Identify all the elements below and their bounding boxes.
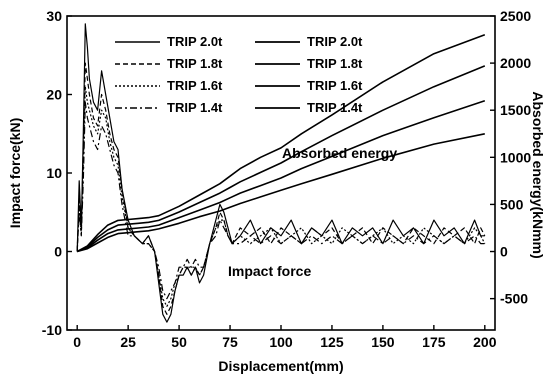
x-tick-label-3: 75 <box>222 334 238 350</box>
y-axis-left-title: Impact force(kN) <box>7 118 23 228</box>
y-right-tick-label-4: 1500 <box>500 102 531 118</box>
legend-force-label-2: TRIP 1.6t <box>167 78 223 93</box>
x-tick-label-7: 175 <box>422 334 446 350</box>
x-tick-label-5: 125 <box>320 334 344 350</box>
y-left-tick-label-0: -10 <box>42 322 62 338</box>
x-tick-label-6: 150 <box>371 334 395 350</box>
y-right-tick-label-5: 2000 <box>500 55 531 71</box>
y-right-tick-label-2: 500 <box>500 196 524 212</box>
x-tick-label-4: 100 <box>269 334 293 350</box>
y-left-tick-label-3: 20 <box>46 87 62 103</box>
x-tick-label-2: 50 <box>171 334 187 350</box>
axis-ticks: 0 25 50 75 100 125 150 175 200 -10 0 10 20 30 -500 0 500… <box>42 8 532 350</box>
force-annotation: Impact force <box>228 263 311 279</box>
y-right-tick-label-1: 0 <box>500 244 508 260</box>
legend-energy-label-1: TRIP 1.8t <box>307 56 363 71</box>
energy-line-2 <box>76 100 486 253</box>
y-left-tick-label-1: 0 <box>54 244 62 260</box>
y-axis-right-title: Absorbed energy(kNmm) <box>530 91 546 258</box>
legend-force-label-0: TRIP 2.0t <box>167 34 223 49</box>
y-right-tick-label-0: -500 <box>500 291 528 307</box>
y-left-tick-label-2: 10 <box>46 165 62 181</box>
energy-line-0 <box>76 34 486 253</box>
legend-force-label-3: TRIP 1.4t <box>167 100 223 115</box>
legend-energy-label-0: TRIP 2.0t <box>307 34 363 49</box>
energy-line-1 <box>76 65 486 253</box>
y-right-tick-label-6: 2500 <box>500 8 531 24</box>
force-line-3 <box>76 101 485 300</box>
plot-lines <box>76 23 486 323</box>
energy-annotation: Absorbed energy <box>282 145 397 161</box>
x-tick-label-1: 25 <box>120 334 136 350</box>
legend-energy-label-2: TRIP 1.6t <box>307 78 363 93</box>
x-tick-label-0: 0 <box>73 334 81 350</box>
y-left-tick-label-4: 30 <box>46 8 62 24</box>
x-axis-title: Displacement(mm) <box>218 358 343 374</box>
legend: TRIP 2.0t TRIP 1.8t TRIP 1.6t TRIP 1.4t TRIP… <box>115 34 363 115</box>
legend-energy-label-3: TRIP 1.4t <box>307 100 363 115</box>
energy-line-3 <box>76 133 485 253</box>
y-right-tick-label-3: 1000 <box>500 149 531 165</box>
legend-force-label-1: TRIP 1.8t <box>167 56 223 71</box>
x-tick-label-8: 200 <box>473 334 497 350</box>
